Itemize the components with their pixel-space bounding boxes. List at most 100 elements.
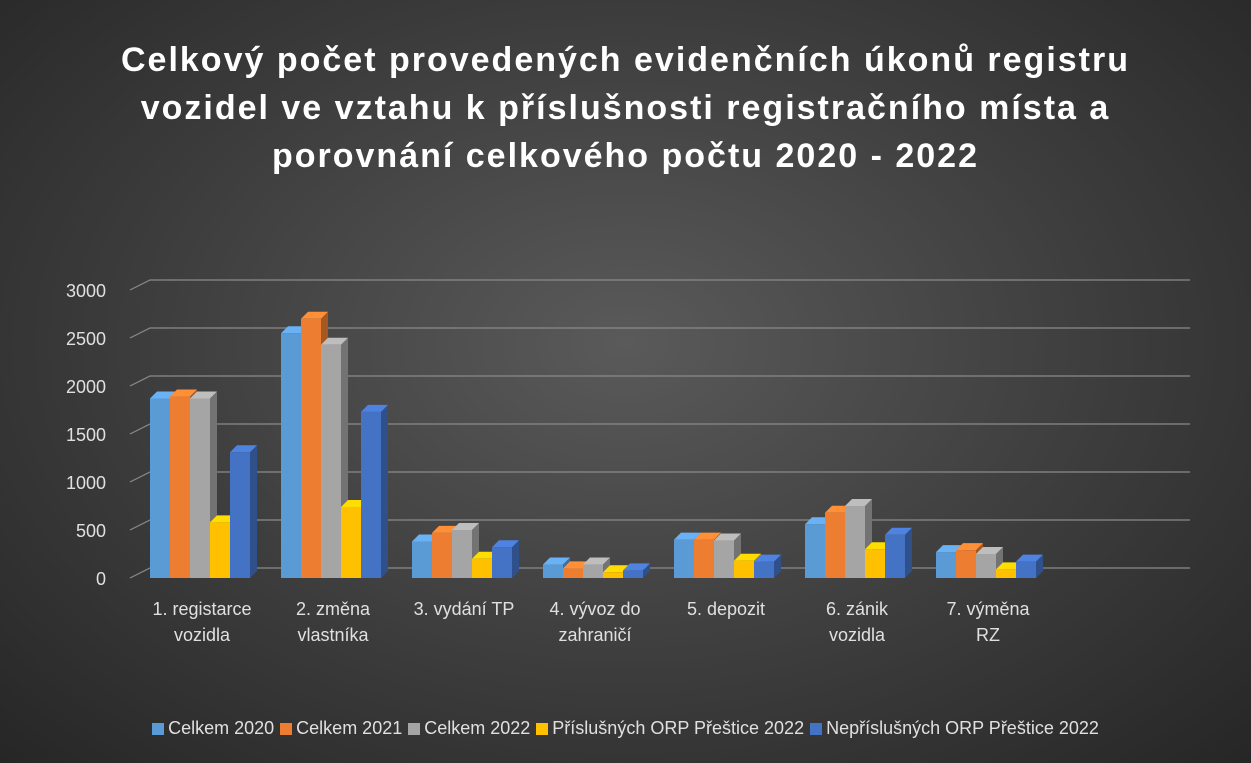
bar-front [845,506,865,578]
bar-front [190,398,210,578]
x-tick-label: 7. výměna RZ [946,599,1030,645]
legend-label: Celkem 2022 [424,718,531,738]
bar-front [714,540,734,578]
bar-side [905,527,912,578]
legend-label: Celkem 2020 [168,718,275,738]
legend-item: Nepříslušných ORP Přeštice 2022 [810,718,1099,739]
bar-front [956,550,976,578]
bar-top [885,527,912,535]
bar-top [301,311,328,319]
bar-top [714,533,741,541]
bar-front [603,572,623,578]
legend-item: Celkem 2021 [280,718,402,739]
bar-front [170,396,190,578]
bar [452,523,479,578]
bar-front [623,570,643,578]
y-tick-label: 2500 [66,329,106,349]
bar-front [472,558,492,578]
y-tick-label: 1500 [66,425,106,445]
bar-front [583,564,603,578]
bar-front [1016,561,1036,578]
bar-side [512,540,519,578]
bar-top [674,532,701,540]
bar-side [643,563,650,578]
bar [230,445,257,578]
bar-top [543,557,570,565]
legend-swatch [810,723,823,735]
bar [623,563,650,578]
grid-line [129,375,1190,387]
bar-top [321,337,348,345]
bar-front [301,318,321,578]
bar-top [452,523,479,530]
bar-front [150,398,170,578]
bar-top [492,540,519,548]
bar-front [996,569,1016,578]
bar-front [452,530,472,578]
grid-line [129,327,1190,339]
legend-label: Celkem 2021 [296,718,403,738]
bar-top [976,547,1003,554]
bar-top [754,554,781,562]
legend-item: Celkem 2022 [408,718,530,739]
bar-front [694,539,714,578]
legend-swatch [408,723,421,735]
bar-top [734,553,761,561]
x-tick-label: 3. vydání TP [413,599,515,619]
bar-front [734,560,754,578]
bar [885,527,912,578]
bar-front [825,512,845,578]
bar-top [583,557,610,565]
bar-top [1016,554,1043,562]
bar-front [976,554,996,578]
bar-side [250,445,257,578]
y-tick-label: 2000 [66,377,106,397]
y-tick-label: 500 [76,521,106,541]
legend-label: Příslušných ORP Přeštice 2022 [552,718,805,738]
bar [1016,554,1043,578]
bar-front [543,564,563,578]
bar-side [774,554,781,578]
bar-front [936,552,956,578]
bar-front [210,522,230,578]
bar [361,404,388,578]
legend-item: Celkem 2020 [152,718,274,739]
bar-top [694,532,721,540]
chart-title: Celkový počet provedených evidenčních úk… [120,41,1131,175]
y-tick-label: 3000 [66,281,106,301]
bar-top [230,445,257,453]
legend-swatch [280,723,293,735]
legend-label: Nepříslušných ORP Přeštice 2022 [826,718,1099,738]
bar-top [956,543,983,551]
bar-front [674,539,694,578]
bar-side [1036,554,1043,578]
bar-top [361,404,388,412]
bar-front [321,344,341,578]
y-tick-label: 0 [96,569,106,589]
legend-swatch [152,723,165,735]
bar-front [885,534,905,578]
bar [492,540,519,578]
y-tick-label: 1000 [66,473,106,493]
x-tick-label: 5. depozit [686,599,766,619]
grid-line [129,279,1190,291]
bar-front [805,524,825,578]
legend-item: Příslušných ORP Přeštice 2022 [536,718,804,739]
x-tick-label: 4. vývoz do zahraničí [549,599,641,645]
bar [754,554,781,578]
bar-front [754,561,774,578]
bar-side [381,404,388,578]
bar-front [563,568,583,578]
x-tick-label: 6. zánik vozidla [825,599,889,645]
x-tick-label: 2. změna vlastníka [295,599,371,645]
bar-front [281,333,301,578]
bar-top [170,389,197,397]
legend-swatch [536,723,549,735]
bar-top [623,563,650,571]
legend: Celkem 2020 Celkem 2021 Celkem 2022 Přísluš… [0,718,1251,739]
bar-front [230,452,250,578]
bar-front [341,506,361,578]
bar-top [190,391,217,399]
